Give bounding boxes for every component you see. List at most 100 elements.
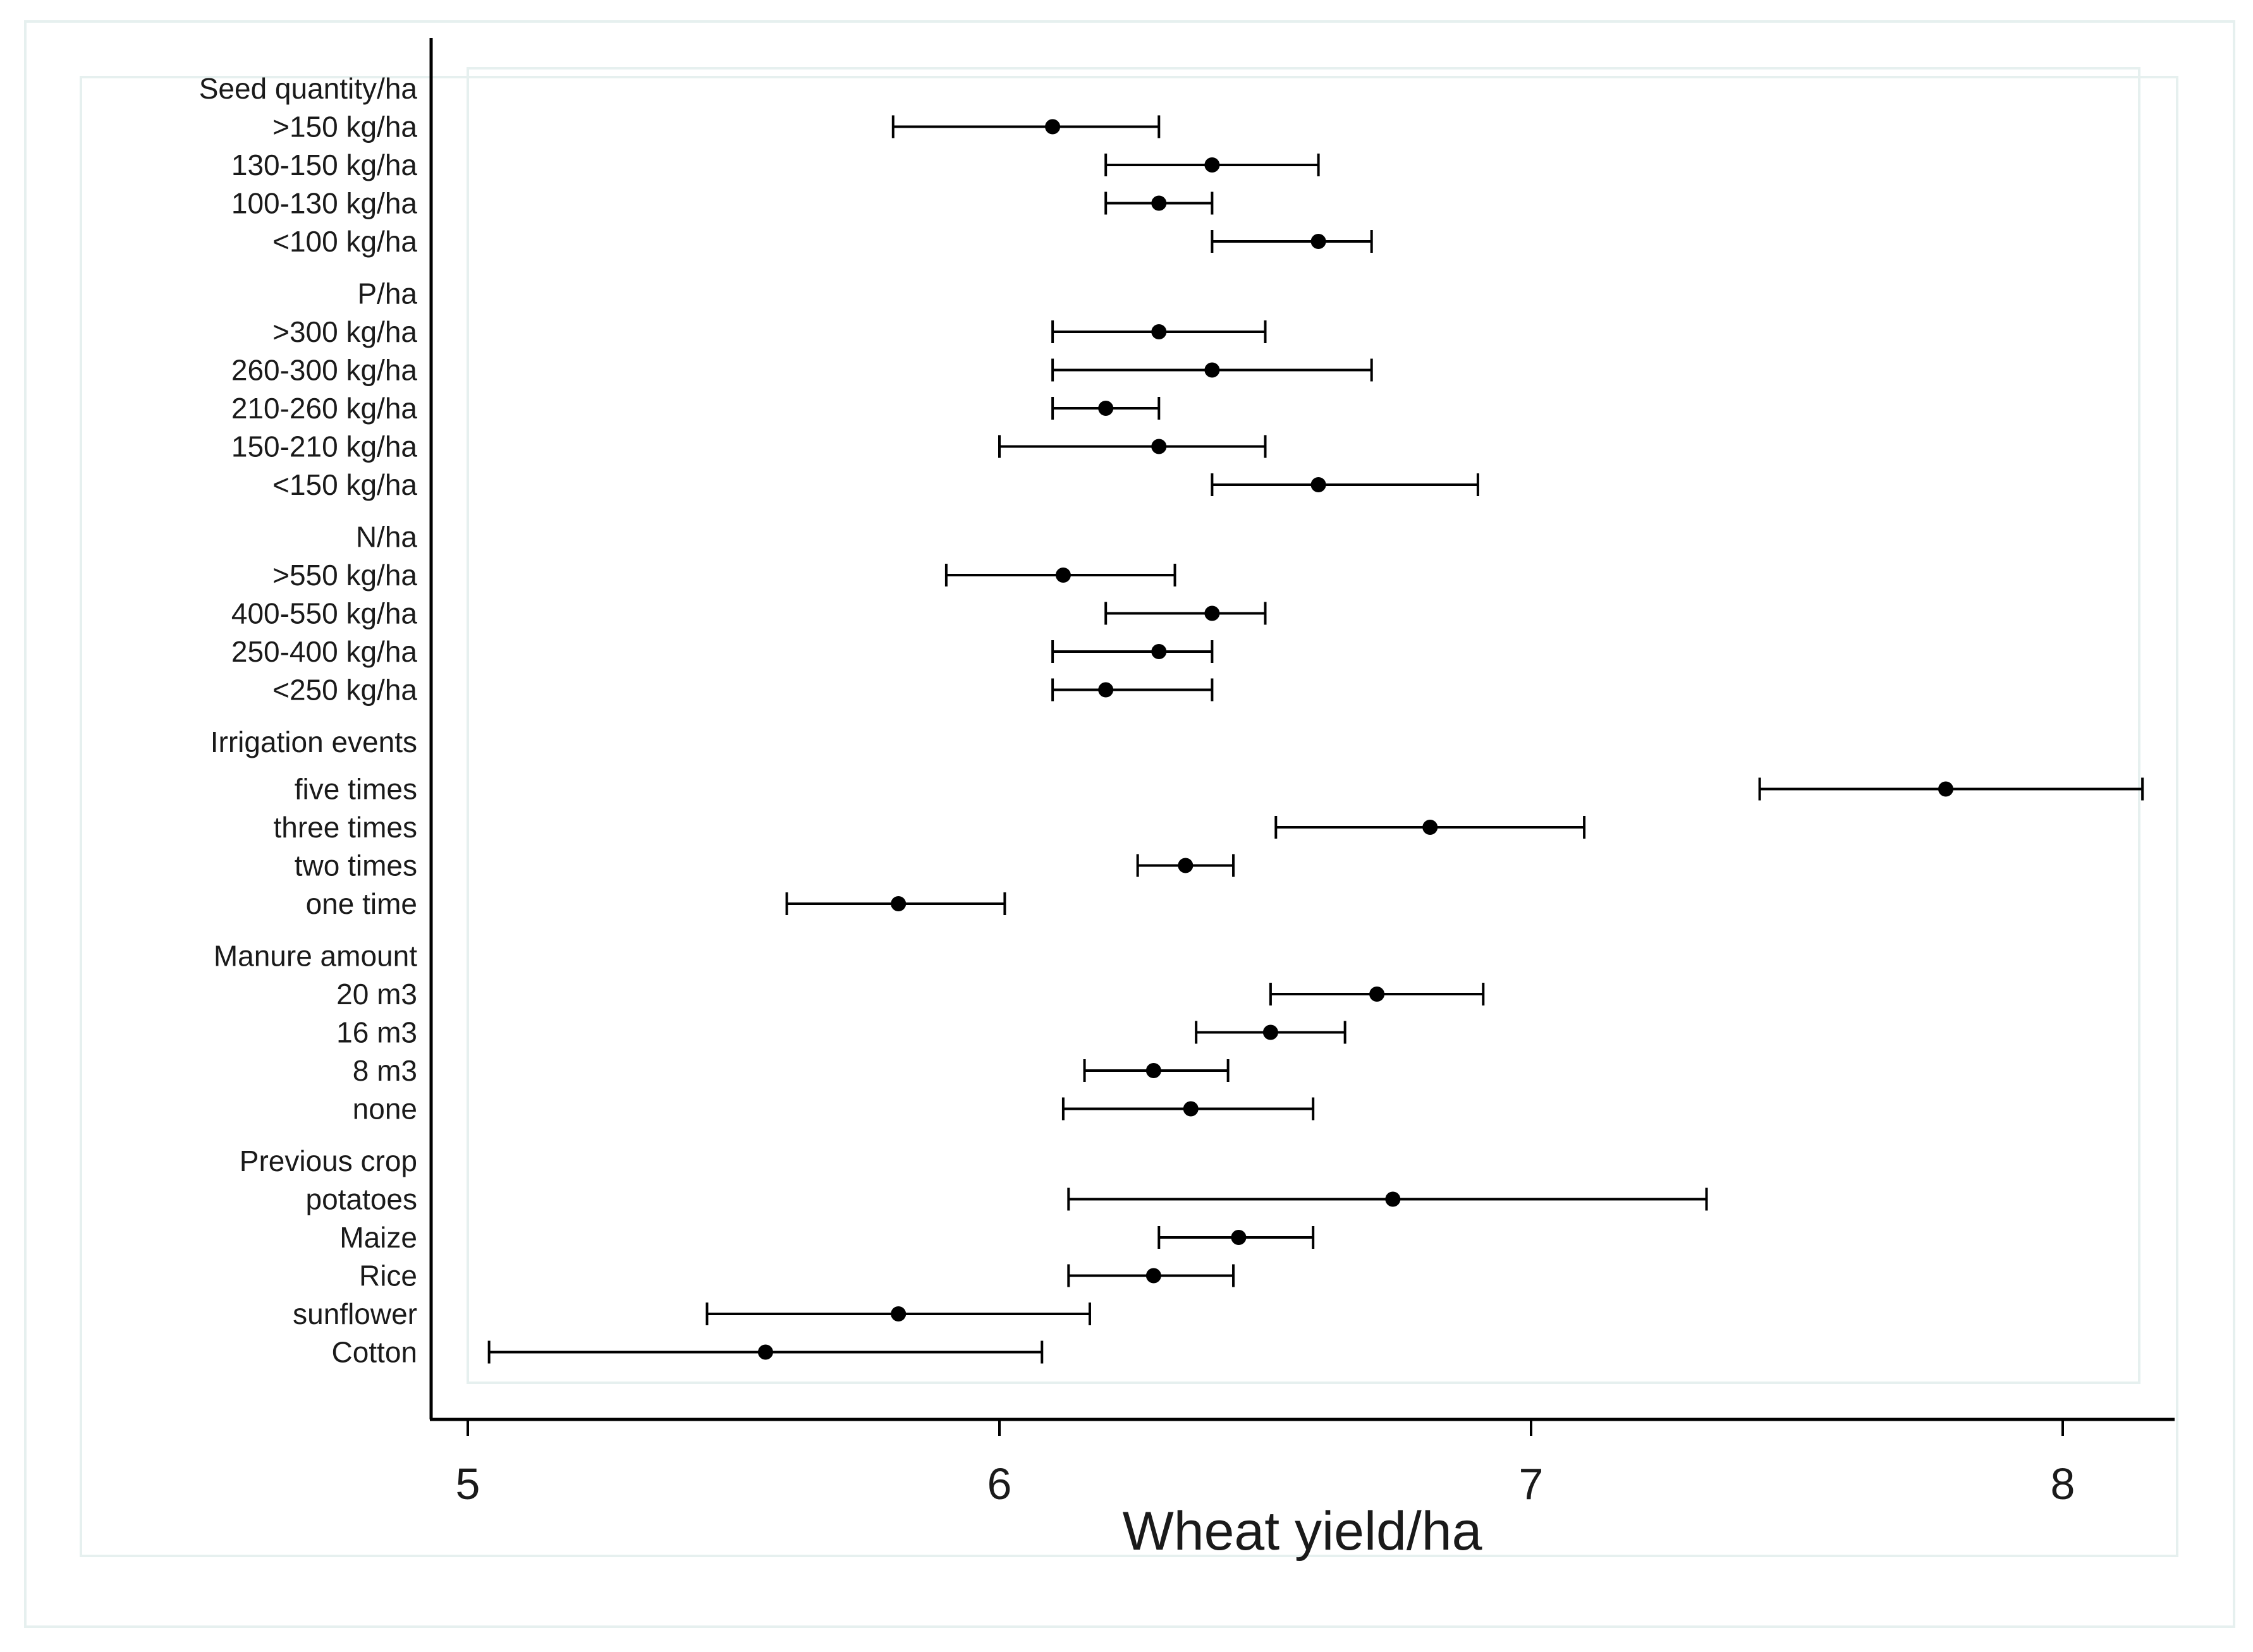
row-label: <150 kg/ha	[272, 468, 417, 501]
estimate-point	[1310, 234, 1326, 249]
inner-frame	[80, 76, 2178, 1557]
row-1-2: 210-260 kg/ha	[231, 392, 1161, 425]
estimate-point	[1231, 1230, 1247, 1245]
x-axis-title: Wheat yield/ha	[1123, 1501, 1482, 1562]
row-label: two times	[295, 849, 417, 882]
estimate-point	[1151, 195, 1167, 211]
group-title: P/ha	[357, 277, 417, 310]
plot-region	[467, 67, 2140, 1384]
row-2-1: 400-550 kg/ha	[231, 597, 1267, 630]
estimate-point	[1151, 324, 1167, 339]
row-0-1: 130-150 kg/ha	[231, 149, 1320, 181]
row-label: 150-210 kg/ha	[231, 430, 418, 463]
row-label: >150 kg/ha	[272, 111, 417, 143]
row-3-3: one time	[306, 887, 1006, 920]
x-tick-label: 5	[456, 1459, 480, 1509]
group-title: Previous crop	[240, 1145, 417, 1177]
estimate-point	[1098, 682, 1114, 698]
x-tick-label: 7	[1519, 1459, 1544, 1509]
estimate-point	[1310, 477, 1326, 492]
row-4-1: 16 m3	[336, 1016, 1346, 1049]
row-label: <100 kg/ha	[272, 225, 417, 258]
group-0: Seed quantity/ha >150 kg/ha 130-150 kg/ha 1…	[199, 72, 1373, 258]
estimate-point	[1204, 362, 1220, 378]
row-label: 400-550 kg/ha	[231, 597, 418, 630]
estimate-point	[1145, 1063, 1161, 1078]
row-label: none	[353, 1093, 417, 1126]
estimate-point	[1183, 1101, 1199, 1117]
row-2-3: <250 kg/ha	[272, 674, 1214, 707]
x-tick-label: 8	[2051, 1459, 2075, 1509]
row-label: 130-150 kg/ha	[231, 149, 418, 181]
estimate-point	[1045, 119, 1061, 135]
estimate-point	[1178, 858, 1194, 873]
row-label: >550 kg/ha	[272, 559, 417, 592]
row-0-2: 100-130 kg/ha	[231, 187, 1214, 220]
row-label: 210-260 kg/ha	[231, 392, 418, 425]
row-5-1: Maize	[339, 1221, 1315, 1254]
row-label: three times	[273, 811, 417, 844]
estimate-point	[1262, 1024, 1278, 1040]
row-3-0: five times	[295, 773, 2144, 806]
estimate-point	[1145, 1268, 1161, 1284]
row-label: 250-400 kg/ha	[231, 635, 418, 668]
x-tick-label: 6	[987, 1459, 1012, 1509]
row-1-3: 150-210 kg/ha	[231, 430, 1267, 463]
row-3-2: two times	[295, 849, 1235, 882]
row-label: <250 kg/ha	[272, 674, 417, 707]
row-1-1: 260-300 kg/ha	[231, 354, 1373, 387]
row-4-0: 20 m3	[336, 978, 1485, 1011]
row-5-3: sunflower	[293, 1297, 1091, 1330]
row-4-2: 8 m3	[353, 1054, 1230, 1087]
row-label: potatoes	[306, 1183, 417, 1216]
group-1: P/ha >300 kg/ha 260-300 kg/ha 210-260 kg/ha…	[231, 277, 1479, 501]
row-label: Maize	[339, 1221, 417, 1254]
estimate-point	[1151, 439, 1167, 454]
group-title: N/ha	[356, 521, 418, 554]
group-4: Manure amount 20 m3 16 m3 8 m3 none	[214, 940, 1485, 1126]
row-2-2: 250-400 kg/ha	[231, 635, 1214, 668]
outer-frame	[24, 20, 2235, 1628]
estimate-point	[1938, 781, 1953, 797]
row-label: 8 m3	[353, 1054, 417, 1087]
estimate-point	[1422, 820, 1438, 835]
row-label: sunflower	[293, 1297, 417, 1330]
row-5-0: potatoes	[306, 1183, 1708, 1216]
group-3: Irrigation events five times three times tw…	[211, 726, 2144, 920]
row-5-2: Rice	[359, 1260, 1235, 1292]
estimate-point	[1204, 157, 1220, 173]
rows-layer: Seed quantity/ha >150 kg/ha 130-150 kg/ha 1…	[199, 72, 2144, 1369]
group-5: Previous crop potatoes Maize Rice sunflower C…	[240, 1145, 1708, 1369]
group-2: N/ha >550 kg/ha 400-550 kg/ha 250-400 kg/ha…	[231, 521, 1267, 707]
group-title: Manure amount	[214, 940, 417, 973]
row-3-1: three times	[273, 811, 1586, 844]
estimate-point	[1204, 605, 1220, 621]
row-4-3: none	[353, 1093, 1315, 1126]
row-0-0: >150 kg/ha	[272, 111, 1161, 143]
row-2-0: >550 kg/ha	[272, 559, 1176, 592]
row-label: five times	[295, 773, 417, 806]
estimate-point	[891, 1306, 907, 1321]
row-1-0: >300 kg/ha	[272, 315, 1267, 348]
estimate-point	[1369, 987, 1385, 1002]
row-1-4: <150 kg/ha	[272, 468, 1479, 501]
estimate-point	[891, 896, 907, 911]
row-label: >300 kg/ha	[272, 315, 417, 348]
estimate-point	[1055, 568, 1071, 583]
row-label: 260-300 kg/ha	[231, 354, 418, 387]
row-label: one time	[306, 887, 417, 920]
row-5-4: Cotton	[331, 1336, 1044, 1369]
estimate-point	[1151, 644, 1167, 659]
group-title: Seed quantity/ha	[199, 72, 418, 105]
row-0-3: <100 kg/ha	[272, 225, 1373, 258]
row-label: 20 m3	[336, 978, 417, 1011]
row-label: 16 m3	[336, 1016, 417, 1049]
estimate-point	[1385, 1191, 1401, 1207]
estimate-point	[1098, 401, 1114, 416]
row-label: 100-130 kg/ha	[231, 187, 418, 220]
row-label: Cotton	[331, 1336, 417, 1369]
estimate-point	[757, 1344, 773, 1360]
x-axis-ticks: 5 6 7 8	[456, 1419, 2075, 1509]
